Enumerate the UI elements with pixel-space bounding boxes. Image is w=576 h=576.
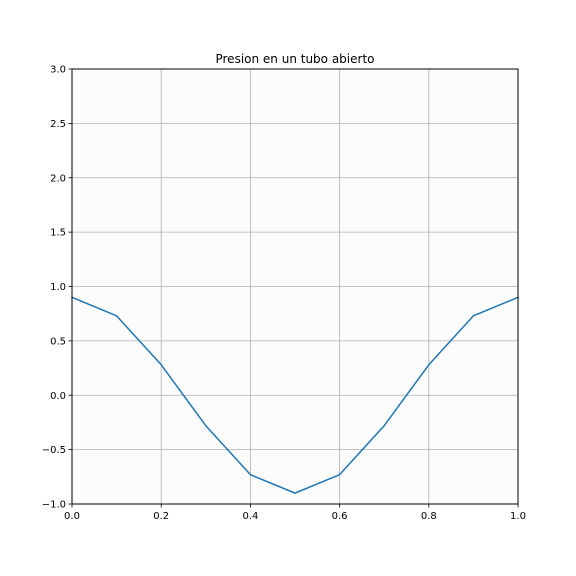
x-tick-label: 0.4 bbox=[242, 511, 258, 522]
y-tick-label: 0.0 bbox=[50, 391, 66, 402]
x-tick-label: 0.8 bbox=[421, 511, 437, 522]
ticks: 0.0 0.2 0.4 0.6 0.8 1.0 −1.0 −0.5 0.0 0.5 1.0 1.5 2.… bbox=[42, 65, 526, 523]
y-tick-label: −1.0 bbox=[42, 500, 66, 511]
x-tick-label: 0.2 bbox=[153, 511, 169, 522]
y-tick-label: 3.0 bbox=[50, 65, 66, 76]
y-tick-label: −0.5 bbox=[42, 445, 66, 456]
y-tick-label: 2.5 bbox=[50, 119, 66, 130]
chart-title: Presion en un tubo abierto bbox=[215, 52, 374, 66]
x-tick-label: 0.6 bbox=[332, 511, 348, 522]
series-line bbox=[71, 296, 519, 494]
y-tick-label: 1.0 bbox=[50, 282, 66, 293]
y-tick-label: 2.0 bbox=[50, 173, 66, 184]
x-tick-label: 0.0 bbox=[64, 511, 80, 522]
x-tick-label: 1.0 bbox=[510, 511, 526, 522]
series-layer bbox=[71, 296, 519, 494]
y-tick-label: 1.5 bbox=[50, 228, 66, 239]
y-tick-label: 0.5 bbox=[50, 336, 66, 347]
